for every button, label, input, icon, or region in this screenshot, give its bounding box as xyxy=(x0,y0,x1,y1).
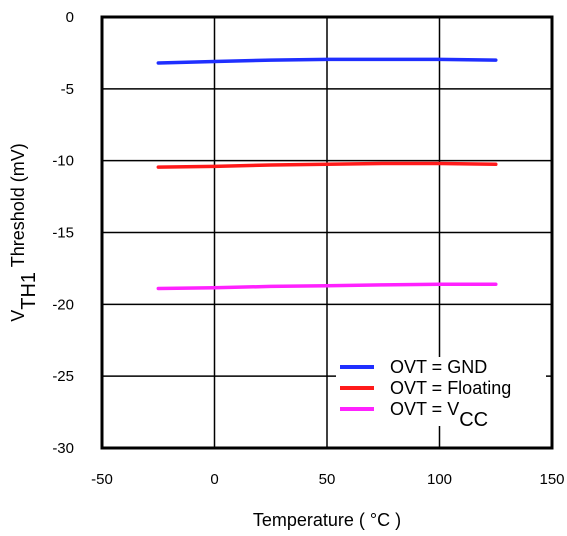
y-axis-label-sub: TH1 xyxy=(18,272,40,310)
series-line xyxy=(156,57,498,65)
legend-item-floating: OVT = Floating xyxy=(340,378,511,398)
x-tick-label: -50 xyxy=(91,471,113,488)
legend-item-vcc: OVT = VCC xyxy=(340,399,488,431)
x-tick-label: 0 xyxy=(210,471,218,488)
legend-label-vcc: OVT = VCC xyxy=(390,399,488,431)
y-tick-label: -5 xyxy=(61,81,74,98)
legend-label-vcc-main: OVT = V xyxy=(390,399,459,419)
series-line xyxy=(156,282,498,291)
grid xyxy=(102,17,552,448)
x-tick-label: 150 xyxy=(539,471,564,488)
series-line xyxy=(156,161,498,169)
legend-label-gnd: OVT = GND xyxy=(390,357,487,377)
y-tick-label: -20 xyxy=(52,296,74,313)
x-tick-labels: -50 0 50 100 150 xyxy=(91,471,564,488)
legend-label-vcc-sub: CC xyxy=(459,409,488,431)
legend-item-gnd: OVT = GND xyxy=(340,357,487,377)
x-tick-label: 100 xyxy=(427,471,452,488)
series-lines xyxy=(156,57,498,291)
y-tick-label: -10 xyxy=(52,153,74,170)
y-axis-label-main: V xyxy=(8,310,28,322)
y-axis-label: VTH1 Threshold (mV) xyxy=(8,143,40,322)
y-axis-label-rest: Threshold (mV) xyxy=(8,143,28,272)
legend: OVT = GND OVT = Floating OVT = VCC xyxy=(336,357,546,431)
plot-frame xyxy=(100,15,554,450)
x-axis-label: Temperature ( °C ) xyxy=(253,510,401,530)
y-tick-labels: 0 -5 -10 -15 -20 -25 -30 xyxy=(52,9,74,457)
x-tick-label: 50 xyxy=(319,471,336,488)
legend-label-floating: OVT = Floating xyxy=(390,378,511,398)
y-tick-label: -25 xyxy=(52,368,74,385)
y-tick-label: -15 xyxy=(52,225,74,242)
y-tick-label: -30 xyxy=(52,440,74,457)
y-tick-label: 0 xyxy=(66,9,74,26)
